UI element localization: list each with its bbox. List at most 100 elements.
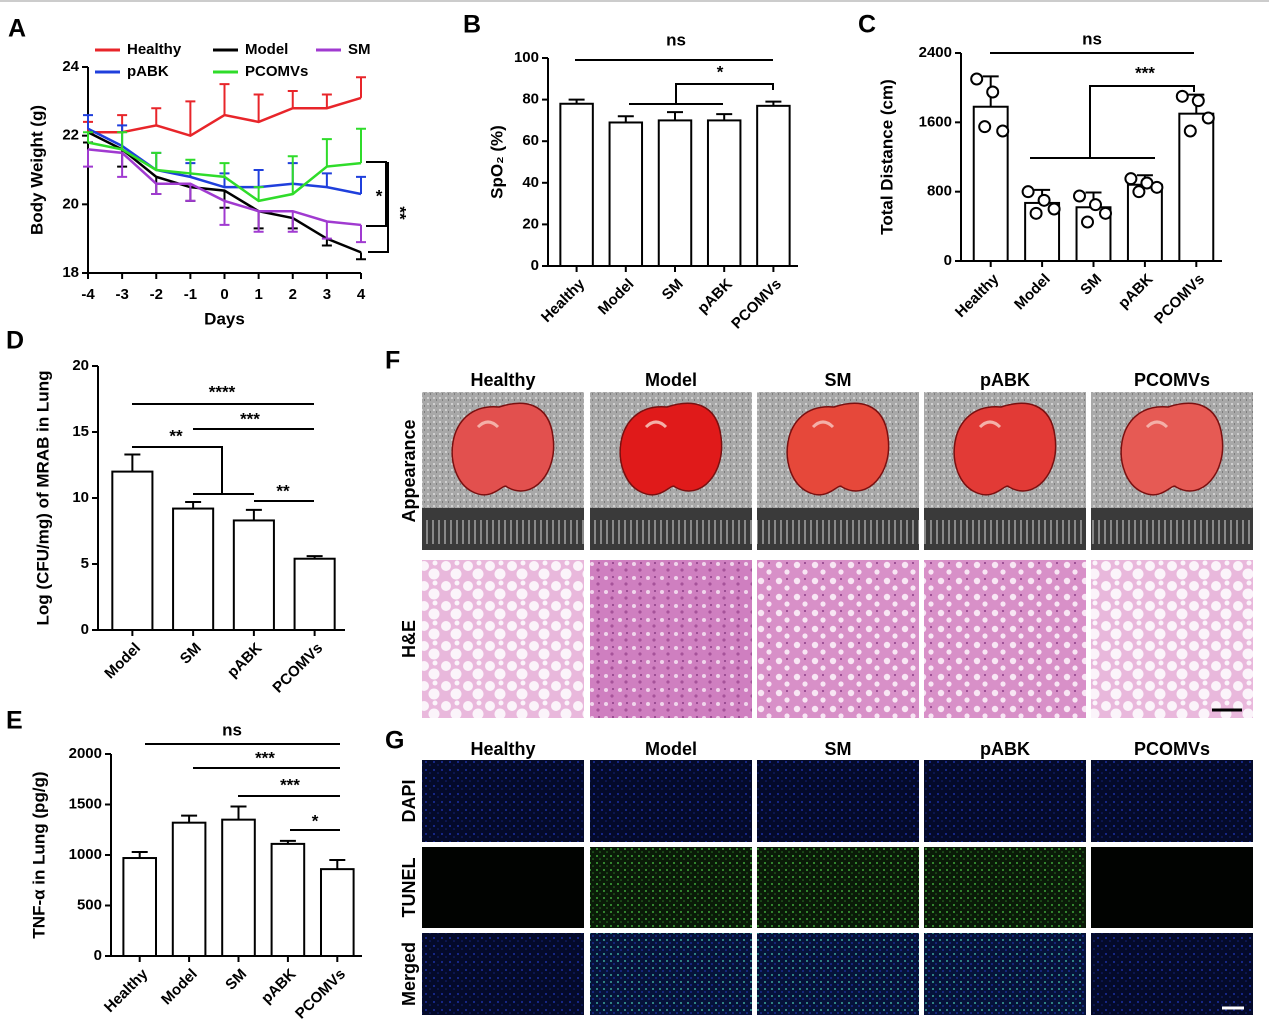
fluorescence-image xyxy=(757,847,919,928)
significance-bracket xyxy=(1089,85,1195,158)
data-point xyxy=(970,72,984,86)
error-bar xyxy=(245,508,262,521)
bar xyxy=(1178,112,1215,262)
lung-tissue xyxy=(619,402,723,496)
data-point xyxy=(1183,124,1197,138)
error-bar xyxy=(321,172,332,188)
significance-label: * xyxy=(717,62,724,81)
x-tick-label: -3 xyxy=(115,286,128,303)
column-header: Model xyxy=(645,739,697,759)
error-bar xyxy=(329,859,346,870)
data-point xyxy=(1201,111,1215,125)
x-tick-label: 0 xyxy=(220,286,228,303)
data-point xyxy=(1124,172,1138,186)
y-axis-label: Body Weight (g) xyxy=(27,105,46,235)
x-tick-label: 1 xyxy=(254,286,262,303)
y-axis-label: Total Distance (cm) xyxy=(877,79,896,235)
error-bar xyxy=(321,138,332,167)
error-bar xyxy=(253,211,264,233)
x-tick-label: -2 xyxy=(150,286,163,303)
y-tick-label: 20 xyxy=(72,357,89,374)
y-tick-label: 0 xyxy=(81,621,89,638)
y-tick-label: 500 xyxy=(77,896,102,913)
significance-label: ** xyxy=(169,426,183,445)
row-label: Merged xyxy=(399,942,419,1006)
x-tick-label: -1 xyxy=(184,286,197,303)
error-bar xyxy=(185,100,196,136)
error-bar xyxy=(185,183,196,202)
column-header: Model xyxy=(645,370,697,390)
error-bar xyxy=(117,131,128,150)
x-tick-label: Model xyxy=(1011,271,1054,314)
fluorescence-image xyxy=(924,760,1086,842)
y-tick-label: 100 xyxy=(514,49,539,66)
bar xyxy=(171,821,207,957)
x-axis-label: Days xyxy=(204,309,245,328)
error-bar xyxy=(219,162,230,177)
data-point xyxy=(1191,94,1205,108)
x-tick-label: SM xyxy=(222,966,250,994)
ruler xyxy=(1091,508,1253,550)
significance-label: ns xyxy=(666,30,686,49)
ruler xyxy=(757,508,919,550)
bar xyxy=(559,102,594,268)
he-stain xyxy=(590,560,752,718)
x-tick-label: pABK xyxy=(1115,271,1157,313)
data-point xyxy=(1047,202,1061,216)
error-bar xyxy=(151,183,162,196)
x-tick-label: PCOMVs xyxy=(728,276,785,333)
y-tick-label: 18 xyxy=(62,264,79,281)
x-tick-label: PCOMVs xyxy=(1151,271,1208,328)
data-point xyxy=(1089,198,1102,212)
legend-label: SM xyxy=(348,41,371,58)
column-header: pABK xyxy=(980,739,1030,759)
fluorescence-image xyxy=(757,760,919,842)
x-tick-label: Healthy xyxy=(538,275,589,326)
significance-label: *** xyxy=(255,748,275,767)
data-point xyxy=(1081,215,1094,229)
lung-highlight xyxy=(978,420,1002,429)
legend-label: pABK xyxy=(127,63,169,80)
data-point xyxy=(1029,206,1043,220)
error-bar xyxy=(181,814,198,823)
he-stain xyxy=(757,560,919,718)
lung-highlight xyxy=(811,420,835,429)
significance-label: ns xyxy=(222,720,242,739)
lung-highlight xyxy=(644,420,668,429)
significance-bracket xyxy=(675,83,774,104)
error-bar xyxy=(667,111,683,121)
y-tick-label: 10 xyxy=(72,489,89,506)
fluorescence-image xyxy=(1091,847,1253,928)
he-stain xyxy=(924,560,1086,718)
fluorescence-image xyxy=(422,847,584,928)
panel-letter: C xyxy=(858,11,876,39)
row-label: TUNEL xyxy=(399,858,419,918)
legend-label: Model xyxy=(245,41,288,58)
lung-highlight xyxy=(1145,420,1169,429)
data-point xyxy=(1175,89,1189,103)
error-bar xyxy=(321,93,332,109)
panel-letter: E xyxy=(6,707,23,735)
x-tick-label: Healthy xyxy=(101,965,152,1016)
error-bar xyxy=(716,113,733,121)
y-tick-label: 80 xyxy=(522,91,539,108)
y-tick-label: 22 xyxy=(62,127,79,144)
fluorescence-image xyxy=(924,933,1086,1015)
legend-label: Healthy xyxy=(127,41,182,58)
y-tick-label: 2000 xyxy=(69,745,102,762)
x-tick-label: SM xyxy=(659,276,687,304)
column-header: Healthy xyxy=(470,739,535,759)
data-point xyxy=(978,120,992,134)
legend-label: PCOMVs xyxy=(245,63,308,80)
fluorescence-image xyxy=(422,760,584,842)
error-bar xyxy=(356,252,366,261)
x-tick-label: 4 xyxy=(357,286,366,303)
significance-label: ns xyxy=(1082,29,1102,48)
x-tick-label: PCOMVs xyxy=(292,966,349,1023)
panel-letter: G xyxy=(385,727,404,755)
significance-label: ** xyxy=(391,206,410,220)
row-label: H&E xyxy=(399,620,419,658)
y-tick-label: 24 xyxy=(62,58,79,75)
bar xyxy=(756,104,791,267)
